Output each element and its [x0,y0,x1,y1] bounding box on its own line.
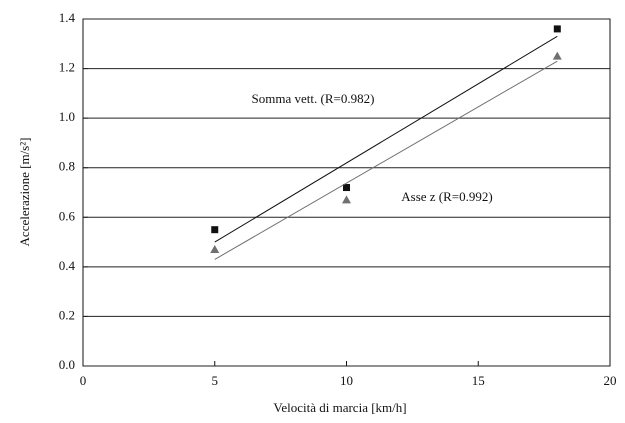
x-tick-label: 5 [212,373,219,388]
point [342,195,351,204]
fit-line [214,60,558,260]
y-tick-label: 0.0 [59,357,75,372]
point [343,184,350,192]
y-axis-label: Accelerazione [m/s²] [17,138,32,247]
point [552,51,562,60]
y-tick-label: 1.0 [59,109,75,124]
y-tick-label: 0.2 [59,307,75,322]
y-tick-label: 1.2 [59,60,75,75]
point [211,226,219,234]
y-tick-label: 1.4 [59,10,76,25]
point [210,245,220,254]
x-tick-label: 0 [80,373,87,388]
series-label: Somma vett. (R=0.982) [252,91,375,106]
point [553,25,561,33]
x-tick-label: 20 [604,373,617,388]
x-tick-label: 15 [472,373,485,388]
plot-frame [82,18,611,367]
y-tick-label: 0.4 [59,258,76,273]
x-axis-label: Velocità di marcia [km/h] [273,400,406,415]
y-tick-label: 0.6 [59,208,76,223]
x-tick-label: 10 [340,373,353,388]
fit-line [214,35,558,243]
y-tick-label: 0.8 [59,159,75,174]
series-label: Asse z (R=0.992) [401,189,492,204]
